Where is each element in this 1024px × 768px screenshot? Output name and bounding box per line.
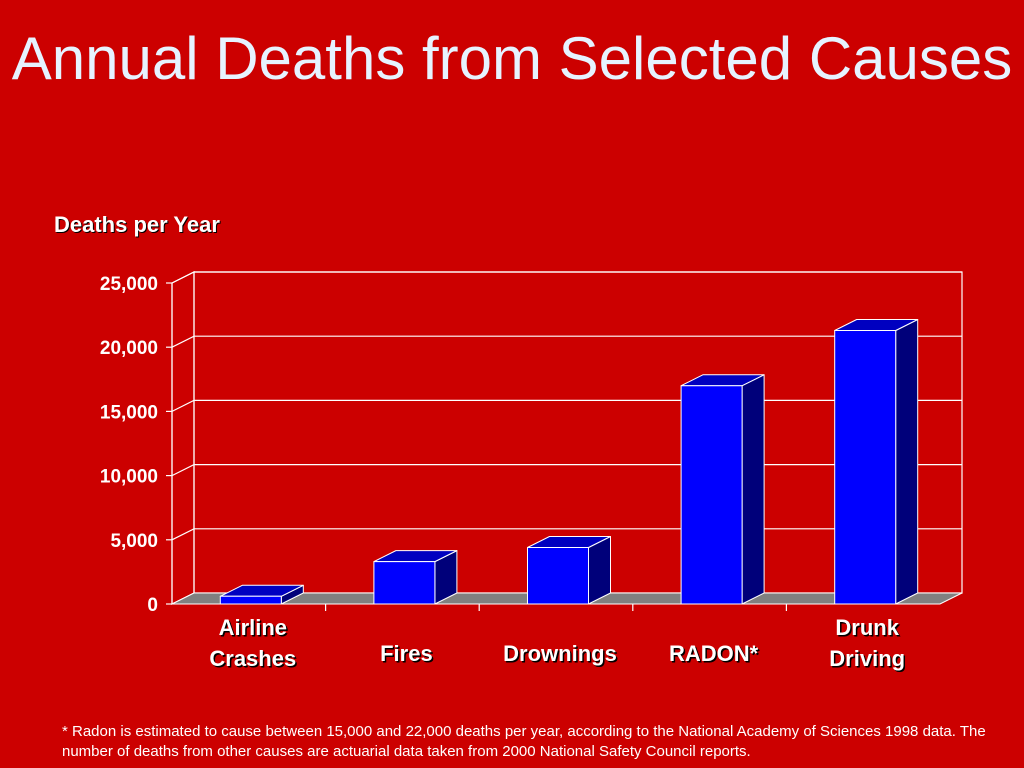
x-category-label: Driving	[829, 646, 905, 671]
bar-front	[527, 547, 589, 605]
footnote: * Radon is estimated to cause between 15…	[62, 723, 986, 760]
bar-front	[373, 561, 436, 605]
left-wall	[171, 271, 195, 605]
gridline	[171, 335, 962, 348]
bar-side	[741, 374, 765, 605]
x-category-label-shadow: Airline	[220, 617, 288, 642]
bar-side	[588, 536, 611, 605]
y-tick-label: 0	[147, 595, 158, 616]
y-tick-label: 5,000	[110, 531, 158, 552]
y-tick-label: 10,000	[100, 467, 158, 488]
bar	[680, 374, 765, 605]
y-axis-label: Deaths per Year	[54, 212, 220, 237]
gridline	[171, 271, 962, 284]
bar	[834, 319, 919, 605]
y-tick-label: 15,000	[100, 402, 158, 423]
bar-front	[834, 330, 897, 605]
x-category-label-shadow: Driving	[831, 648, 907, 673]
x-category-label: Airline	[219, 615, 287, 640]
bar-side	[895, 319, 919, 605]
slide-title: Annual Deaths from Selected Causes	[11, 25, 1013, 92]
bar	[219, 584, 304, 605]
y-tick-label: 20,000	[100, 338, 158, 359]
x-category-label-shadow: Fires	[382, 643, 435, 668]
bar-front	[219, 595, 282, 605]
x-category-label-shadow: Crashes	[211, 648, 298, 673]
x-category-label-shadow: Drownings	[505, 643, 619, 668]
bar-front	[680, 385, 743, 605]
bar	[527, 536, 611, 605]
y-tick-label: 25,000	[100, 274, 158, 295]
x-category-label: Drownings	[503, 641, 617, 666]
x-category-label-shadow: RADON*	[670, 643, 760, 668]
x-category-label: RADON*	[669, 641, 759, 666]
x-category-label-shadow: Drunk	[837, 617, 901, 642]
x-category-label: Drunk	[835, 615, 899, 640]
bar	[373, 550, 458, 605]
x-category-label: Fires	[380, 641, 433, 666]
x-category-label: Crashes	[209, 646, 296, 671]
